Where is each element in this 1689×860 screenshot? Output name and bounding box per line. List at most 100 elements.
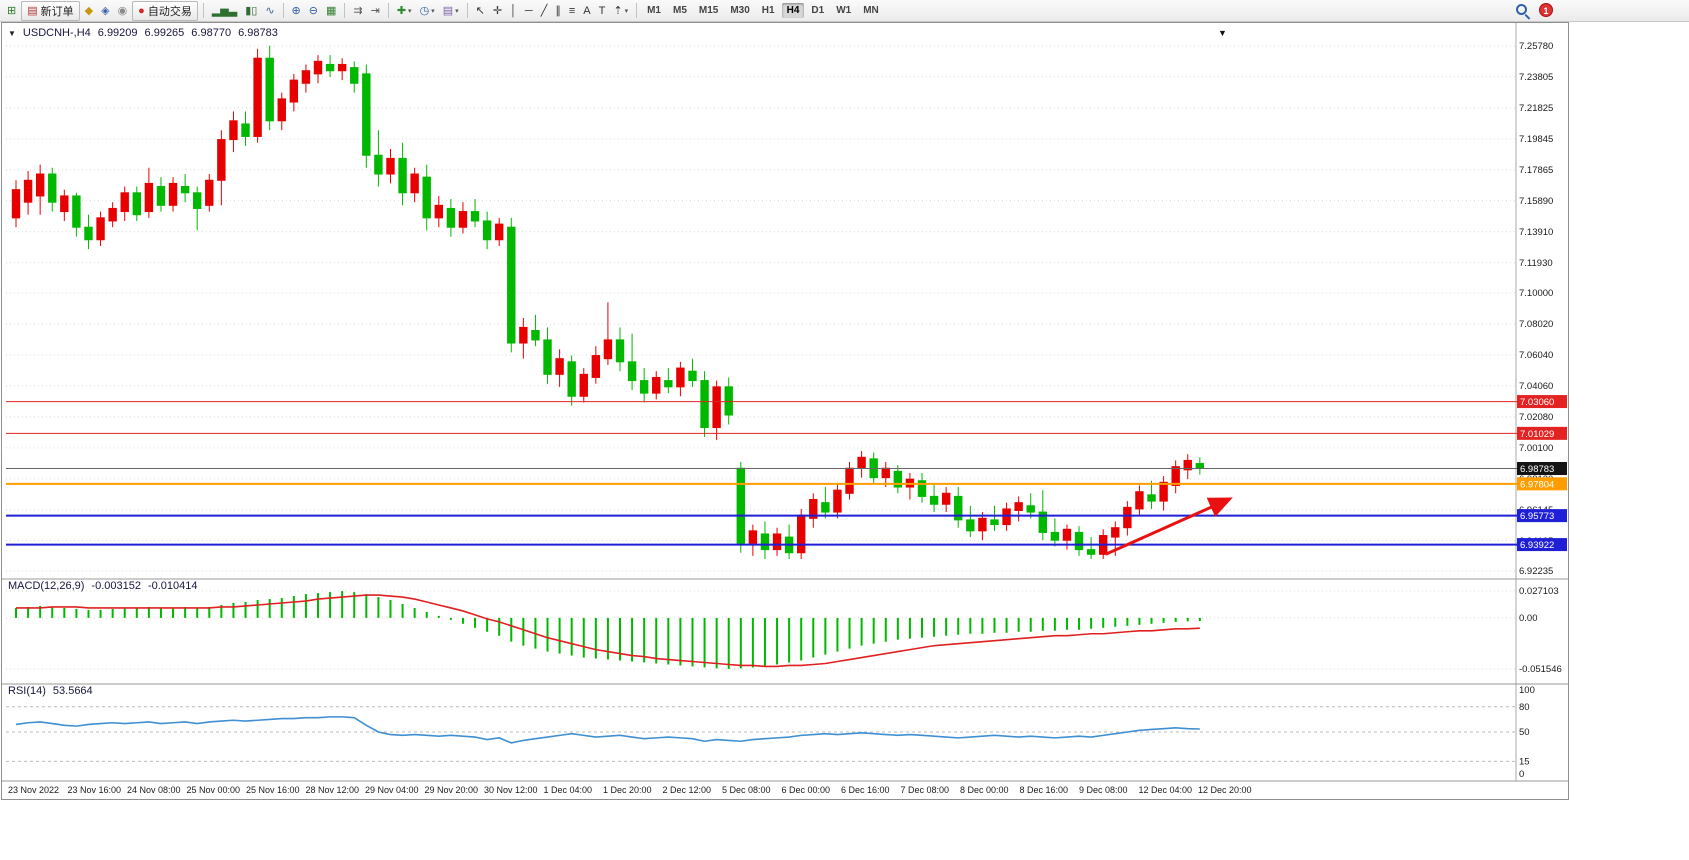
svg-text:100: 100 [1519, 685, 1535, 696]
svg-text:6 Dec 00:00: 6 Dec 00:00 [782, 785, 831, 795]
svg-text:7.00100: 7.00100 [1519, 443, 1553, 454]
cursor-icon[interactable]: ↖ [475, 4, 485, 17]
svg-text:30 Nov 12:00: 30 Nov 12:00 [484, 785, 538, 795]
svg-text:5 Dec 08:00: 5 Dec 08:00 [722, 785, 771, 795]
macd-signal-line [16, 594, 1200, 668]
svg-text:23 Nov 16:00: 23 Nov 16:00 [68, 785, 122, 795]
auto-trading-button[interactable]: ● 自动交易 [132, 0, 198, 21]
rsi-grid [6, 706, 1515, 762]
svg-text:0.00: 0.00 [1519, 613, 1538, 624]
market-watch-icon[interactable]: ◆ [84, 4, 94, 17]
svg-text:24 Nov 08:00: 24 Nov 08:00 [127, 785, 181, 795]
vertical-line-icon[interactable]: │ [510, 4, 517, 17]
price-axis[interactable]: 7.25780 7.23805 7.21825 7.19845 7.17865 7.158… [1519, 41, 1553, 577]
toolbar-separator [636, 3, 638, 18]
rsi-line [15, 716, 1200, 744]
svg-text:7.11930: 7.11930 [1519, 258, 1553, 269]
hline-6.95773[interactable]: 6.95773 [6, 509, 1567, 523]
svg-text:15: 15 [1519, 756, 1530, 767]
svg-text:7.23805: 7.23805 [1519, 72, 1553, 83]
svg-text:25 Nov 16:00: 25 Nov 16:00 [246, 785, 300, 795]
svg-text:1 Dec 20:00: 1 Dec 20:00 [603, 785, 652, 795]
svg-text:50: 50 [1519, 727, 1530, 738]
svg-text:29 Nov 20:00: 29 Nov 20:00 [425, 785, 479, 795]
object-anchor-icon[interactable]: ▼ [1218, 28, 1227, 38]
text-icon[interactable]: A [583, 4, 591, 17]
svg-text:12 Dec 20:00: 12 Dec 20:00 [1198, 785, 1252, 795]
hline-7.01029[interactable]: 7.01029 [6, 426, 1567, 440]
channel-icon[interactable]: ∥ [555, 4, 561, 17]
timeframe-d1-button[interactable]: D1 [811, 5, 825, 16]
hline-6.97804[interactable]: 6.97804 [6, 477, 1567, 491]
new-chart-icon[interactable]: ⊞ [7, 4, 17, 17]
svg-text:29 Nov 04:00: 29 Nov 04:00 [365, 785, 419, 795]
time-axis[interactable]: 23 Nov 2022 23 Nov 16:00 24 Nov 08:00 25 No… [8, 785, 1252, 795]
text-label-icon[interactable]: T [598, 4, 606, 17]
macd-axis[interactable]: 0.027103 0.00 -0.051546 [1519, 586, 1562, 675]
chart-window[interactable]: 7.25780 7.23805 7.21825 7.19845 7.17865 7.158… [1, 22, 1569, 800]
toolbar-separator [282, 3, 284, 18]
svg-text:7.03060: 7.03060 [1520, 397, 1554, 408]
periods-icon[interactable]: ◷ ▾ [419, 4, 435, 17]
macd-grid [6, 590, 1515, 670]
signals-icon[interactable]: ◉ [117, 4, 128, 17]
svg-text:6 Dec 16:00: 6 Dec 16:00 [841, 785, 890, 795]
timeframe-m30-button[interactable]: M30 [730, 5, 750, 16]
current-price-line: 6.98783 [6, 462, 1567, 476]
timeframe-h4-button[interactable]: H4 [781, 3, 805, 18]
trend-arrow-object[interactable] [1105, 497, 1233, 556]
zoom-out-icon[interactable]: ⊖ [308, 4, 318, 17]
indicators-icon[interactable]: ✚ ▾ [396, 4, 412, 17]
timeframe-m5-button[interactable]: M5 [672, 5, 687, 16]
chart-shift-icon[interactable]: ⇥ [370, 4, 380, 17]
svg-text:28 Nov 12:00: 28 Nov 12:00 [306, 785, 360, 795]
timeframe-h1-button[interactable]: H1 [761, 5, 775, 16]
timeframe-m1-button[interactable]: M1 [647, 5, 661, 16]
search-icon[interactable] [1516, 4, 1530, 18]
candlestick-chart-icon[interactable]: ▮▯ [245, 4, 258, 17]
auto-scroll-icon[interactable]: ⇉ [353, 4, 363, 17]
main-toolbar: 1 ⊞ ▤ 新订单 ◆ ◈ ◉ ● 自动交易 ▂▅▃ ▮▯ ∿ ⊕ ⊖ ▦ ⇉ ⇥ ✚ ▾ ◷ ▾ ▤ ▾ ↖ ✛ │ ─ ╱ ∥ ≡ A… [0, 0, 1689, 22]
navigator-icon[interactable]: ◈ [101, 4, 110, 17]
svg-text:80: 80 [1519, 702, 1530, 713]
crosshair-icon[interactable]: ✛ [492, 4, 503, 17]
timeframe-m15-button[interactable]: M15 [698, 5, 719, 16]
timeframe-w1-button[interactable]: W1 [836, 5, 852, 16]
trendline-icon[interactable]: ╱ [540, 4, 548, 17]
svg-text:0.027103: 0.027103 [1519, 586, 1559, 597]
arrows-icon[interactable]: ⇡ ▾ [613, 4, 629, 17]
svg-text:7.04060: 7.04060 [1519, 381, 1553, 392]
toolbar-separator [202, 3, 204, 18]
svg-text:7.19845: 7.19845 [1519, 134, 1553, 145]
toolbar-separator [387, 3, 389, 18]
svg-text:7.02080: 7.02080 [1519, 412, 1553, 423]
bar-chart-icon[interactable]: ▂▅▃ [211, 4, 238, 17]
svg-text:6.92235: 6.92235 [1519, 566, 1553, 577]
line-chart-icon[interactable]: ∿ [265, 4, 275, 17]
svg-text:7.17865: 7.17865 [1519, 165, 1553, 176]
chart-canvas[interactable]: 7.25780 7.23805 7.21825 7.19845 7.17865 7.158… [2, 23, 1568, 799]
toolbar-separator [466, 3, 468, 18]
rsi-axis[interactable]: 100 80 50 15 0 [1519, 685, 1535, 780]
hline-6.93922[interactable]: 6.93922 [6, 538, 1567, 552]
zoom-in-icon[interactable]: ⊕ [291, 4, 301, 17]
new-order-button[interactable]: ▤ 新订单 [21, 0, 80, 21]
templates-icon[interactable]: ▤ ▾ [442, 4, 459, 17]
timeframe-mn-button[interactable]: MN [863, 5, 879, 16]
tile-windows-icon[interactable]: ▦ [325, 4, 337, 17]
svg-text:7.15890: 7.15890 [1519, 196, 1553, 207]
svg-text:7.10000: 7.10000 [1519, 288, 1553, 299]
svg-text:8 Dec 16:00: 8 Dec 16:00 [1020, 785, 1069, 795]
svg-text:0: 0 [1519, 769, 1524, 780]
notification-badge[interactable]: 1 [1539, 3, 1553, 17]
svg-text:1 Dec 04:00: 1 Dec 04:00 [544, 785, 593, 795]
horizontal-line-icon[interactable]: ─ [524, 4, 533, 17]
svg-text:2 Dec 12:00: 2 Dec 12:00 [663, 785, 712, 795]
candlestick-series [11, 45, 1205, 560]
svg-text:7.13910: 7.13910 [1519, 227, 1553, 238]
hline-7.03060[interactable]: 7.03060 [6, 395, 1567, 409]
svg-text:-0.051546: -0.051546 [1519, 664, 1562, 675]
fibonacci-icon[interactable]: ≡ [568, 4, 576, 17]
svg-text:7.01029: 7.01029 [1520, 429, 1554, 440]
svg-text:7.06040: 7.06040 [1519, 350, 1553, 361]
